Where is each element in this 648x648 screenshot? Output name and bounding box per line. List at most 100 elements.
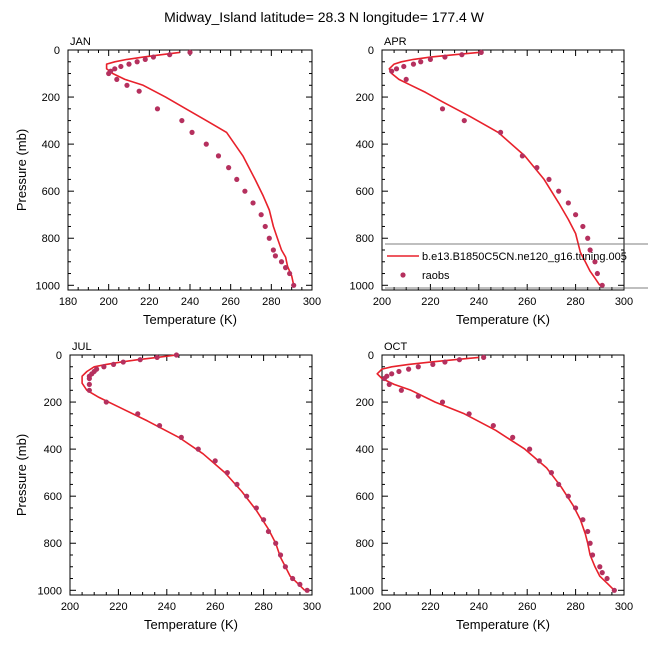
raobs-point: [442, 54, 448, 60]
raobs-point: [124, 82, 130, 88]
model-profile-line: [388, 51, 601, 286]
raobs-point: [534, 165, 540, 171]
raobs-point: [136, 88, 142, 94]
raobs-point: [389, 68, 395, 74]
raobs-point: [548, 470, 555, 476]
raobs-point: [150, 54, 156, 60]
raobs-point: [466, 411, 472, 417]
raobs-point: [234, 176, 240, 183]
figure-title: Midway_Island latitude= 28.3 N longitude…: [164, 9, 485, 25]
raobs-point: [418, 59, 424, 65]
raobs-point: [519, 153, 525, 159]
raobs-point: [142, 56, 148, 63]
x-tick-label: 260: [206, 601, 224, 613]
y-tick-label: 200: [42, 92, 60, 104]
x-tick-label: 300: [615, 296, 633, 308]
x-tick-label: 200: [99, 296, 117, 308]
raobs-point: [215, 153, 222, 159]
raobs-point: [273, 540, 279, 546]
raobs-point: [86, 381, 92, 388]
y-tick-label: 800: [42, 233, 60, 245]
raobs-point: [262, 223, 268, 230]
raobs-point: [179, 117, 185, 124]
raobs-point: [244, 493, 250, 499]
plot-frame: [69, 354, 313, 596]
y-tick-label: 800: [44, 538, 62, 550]
x-tick-label: 260: [221, 296, 239, 308]
raobs-point: [154, 354, 160, 360]
raobs-point: [287, 270, 293, 277]
raobs-point: [589, 552, 596, 558]
raobs-point: [415, 393, 421, 399]
x-tick-label: 200: [373, 601, 391, 613]
raobs-point: [527, 446, 533, 452]
x-tick-label: 280: [566, 601, 584, 613]
raobs-point: [439, 399, 446, 405]
legend-raobs-marker-swatch: [400, 272, 406, 278]
y-tick-label: 0: [368, 350, 374, 362]
raobs-point: [195, 446, 201, 452]
raobs-point: [156, 422, 163, 429]
raobs-point: [189, 129, 195, 135]
raobs-point: [101, 364, 107, 370]
raobs-point: [403, 76, 409, 83]
raobs-point: [118, 63, 124, 70]
panel-apr: 200 220 240 260 280 300 0 200 400 600 800 1000 Tempe…: [350, 36, 634, 327]
raobs-point: [282, 265, 289, 271]
raobs-point: [456, 357, 463, 363]
raobs-point: [565, 200, 571, 206]
raobs-point: [490, 422, 496, 429]
raobs-point: [401, 63, 407, 70]
raobs-point: [556, 481, 562, 488]
x-tick-label: 280: [262, 296, 280, 308]
raobs-point: [580, 223, 586, 230]
x-axis-label: Temperature (K): [143, 312, 237, 327]
raobs-point: [546, 176, 552, 183]
y-tick-label: 1000: [38, 585, 62, 597]
raobs-point: [587, 247, 593, 253]
y-tick-label: 400: [356, 139, 374, 151]
y-tick-label: 0: [56, 350, 62, 362]
panel-jul: 200 220 240 260 280 300 0 200 400 600 800 1000 Tempe…: [14, 341, 321, 632]
raobs-point: [585, 235, 591, 241]
y-axis-label: Pressure (mb): [14, 434, 29, 516]
y-tick-label: 1000: [36, 280, 60, 292]
raobs-point: [135, 411, 141, 417]
x-axis-label: Temperature (K): [456, 312, 550, 327]
raobs-point: [481, 354, 487, 360]
raobs-point: [585, 528, 591, 535]
raobs-point: [126, 61, 132, 67]
raobs-point: [137, 357, 143, 363]
x-tick-label: 240: [158, 601, 176, 613]
x-tick-label: 280: [566, 296, 584, 308]
y-tick-label: 400: [356, 444, 374, 456]
raobs-point: [599, 282, 605, 288]
raobs-point: [297, 581, 303, 588]
raobs-point: [439, 106, 446, 112]
y-tick-label: 800: [356, 538, 374, 550]
raobs-point: [510, 434, 516, 440]
raobs-point: [415, 364, 421, 370]
raobs-point: [594, 270, 600, 277]
raobs-point: [282, 564, 288, 570]
raobs-point: [573, 505, 579, 511]
raobs-point: [393, 66, 400, 72]
raobs-point: [497, 129, 504, 135]
x-tick-label: 220: [421, 296, 439, 308]
x-tick-label: 200: [373, 296, 391, 308]
y-tick-label: 800: [356, 233, 374, 245]
raobs-point: [381, 375, 388, 382]
y-tick-label: 0: [54, 45, 60, 57]
y-tick-label: 400: [42, 139, 60, 151]
raobs-point: [587, 540, 593, 546]
panels-group: 180 200 220 240 260 280 300 0 200 400 600 800 1000 Te…: [14, 36, 633, 632]
raobs-point: [556, 188, 562, 194]
x-axis-label: Temperature (K): [144, 617, 238, 632]
raobs-point: [398, 387, 404, 393]
raobs-point: [103, 399, 109, 405]
y-tick-label: 200: [356, 92, 374, 104]
raobs-point: [106, 70, 112, 77]
raobs-point: [580, 517, 586, 523]
model-profile-line: [105, 51, 295, 286]
